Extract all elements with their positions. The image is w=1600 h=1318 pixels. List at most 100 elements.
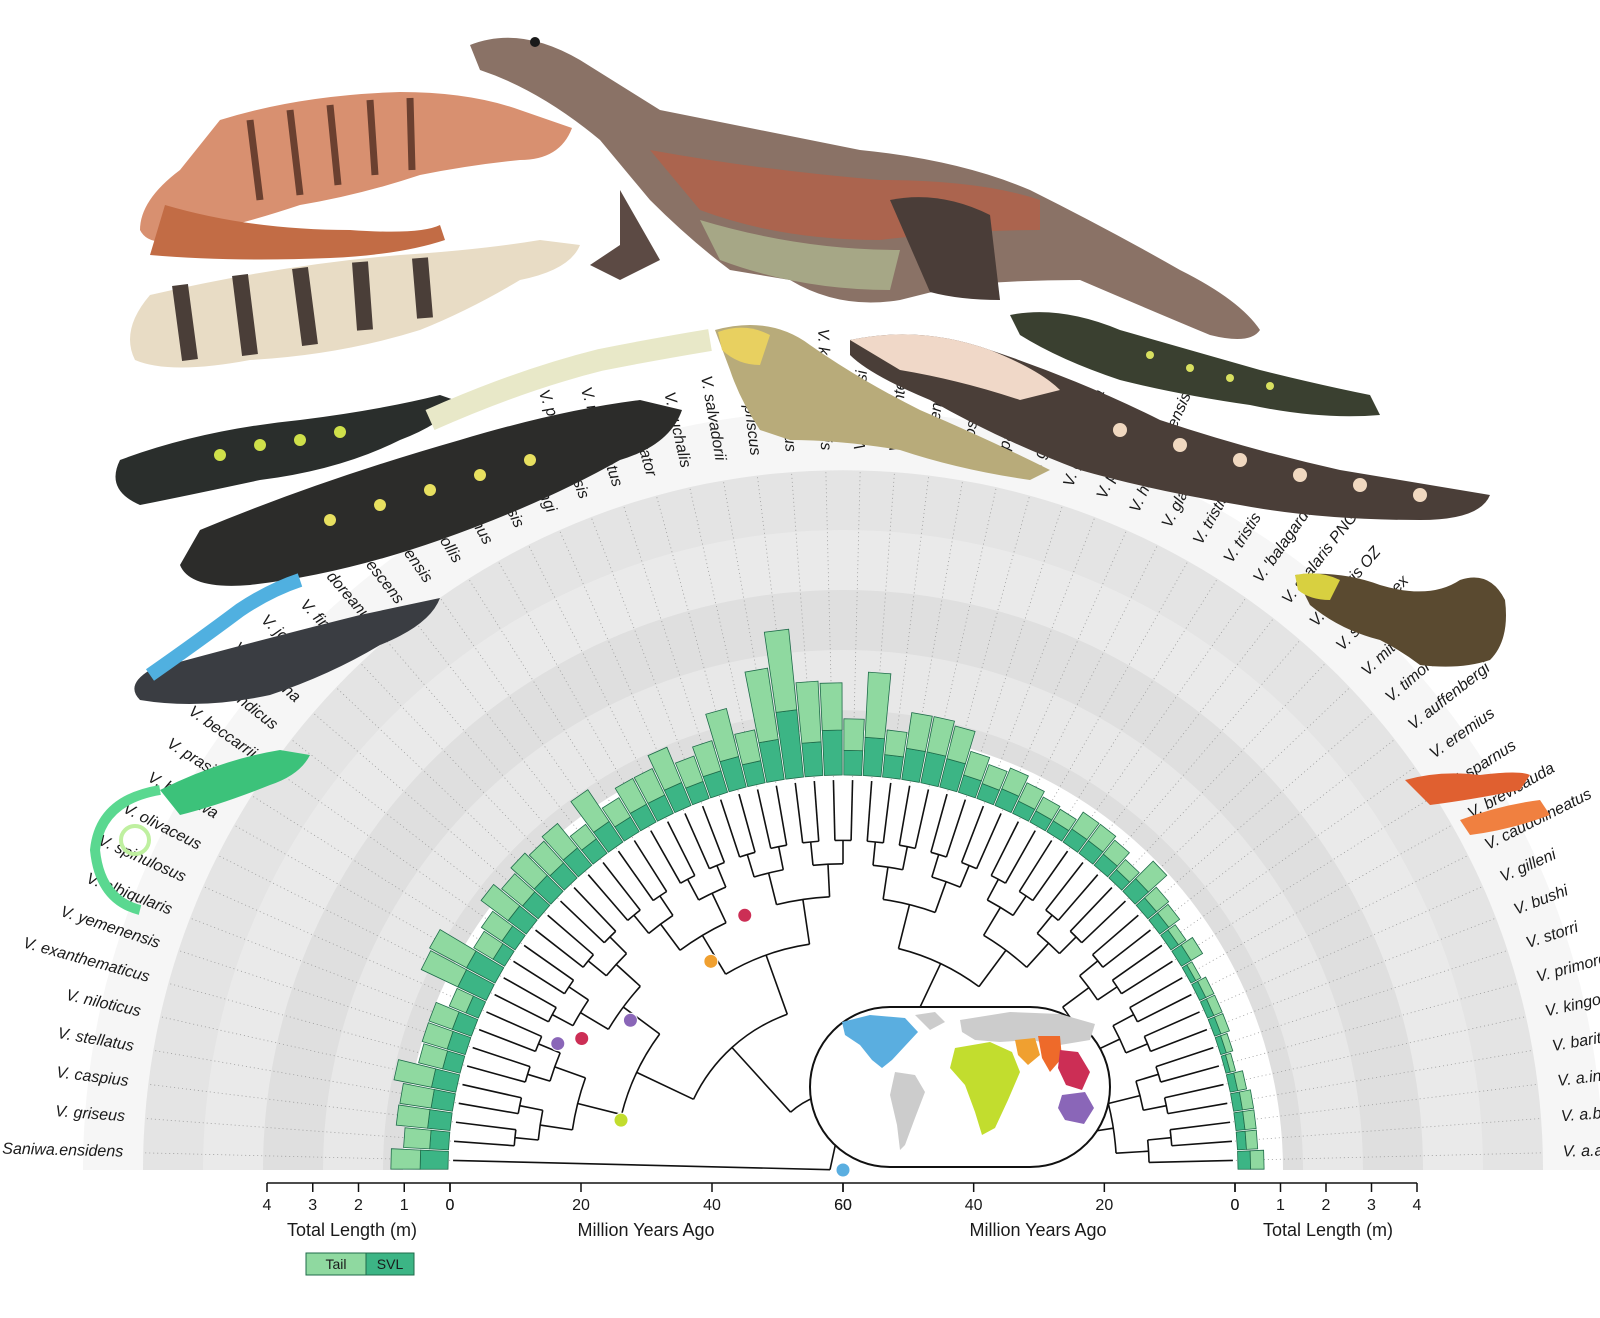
right-length-tick-label: 1	[1276, 1197, 1285, 1214]
branch	[716, 865, 727, 888]
tail-bar	[633, 768, 666, 804]
branch-arc	[930, 851, 947, 858]
tail-bar	[420, 950, 468, 988]
branch	[832, 780, 836, 841]
branch	[1062, 986, 1090, 1008]
branch	[636, 1071, 694, 1101]
branch	[1036, 914, 1053, 934]
guide-line	[1227, 1152, 1543, 1161]
tail-bar	[569, 823, 597, 851]
branch	[794, 782, 804, 843]
tail-bar	[1102, 839, 1130, 867]
branch-arc	[652, 890, 668, 902]
node-marker-australia	[550, 1036, 566, 1052]
branch	[1045, 862, 1084, 911]
branch-arc	[753, 868, 784, 878]
branch	[959, 865, 970, 888]
tail-bar	[946, 725, 976, 765]
branch	[1069, 886, 1113, 932]
branch	[684, 813, 711, 869]
tail-bar	[1205, 994, 1223, 1017]
species-label: V. griseus	[55, 1103, 126, 1125]
branch	[622, 1006, 661, 1035]
tail-bar	[1244, 1129, 1259, 1150]
left-time-tick-label: 20	[572, 1197, 590, 1214]
branch	[1129, 977, 1183, 1009]
branch	[767, 872, 778, 905]
branch	[1079, 960, 1099, 977]
branch	[777, 846, 785, 870]
tail-bar	[705, 707, 740, 763]
guide-line	[1048, 578, 1218, 845]
branch	[519, 1104, 543, 1112]
left-time-axis-title: Million Years Ago	[577, 1220, 714, 1240]
blue-tailed-monitor-illustration	[134, 573, 440, 704]
branch	[455, 1121, 516, 1131]
left-length-tick-label: 1	[400, 1197, 409, 1214]
length-bars	[390, 628, 1265, 1170]
node-marker-southeast_asia	[737, 907, 753, 923]
biogeography-map	[809, 1006, 1111, 1168]
branch-arc	[812, 863, 844, 867]
tail-bar	[674, 755, 704, 789]
middle-east-shape	[1015, 1038, 1040, 1065]
branch	[746, 854, 755, 878]
branch	[666, 821, 696, 876]
lace-monitor-illustration	[850, 334, 1490, 520]
branch	[650, 830, 682, 884]
guide-line	[1225, 1083, 1538, 1124]
branch-arc	[709, 861, 725, 870]
left-length-tick-label: 3	[308, 1197, 317, 1214]
node-marker-africa	[613, 1112, 629, 1128]
svl-bar	[430, 1089, 456, 1112]
phylogenetic-tree	[453, 780, 1233, 1171]
svl-bar	[801, 741, 824, 778]
branch-arc	[1045, 909, 1059, 922]
branch	[1125, 1043, 1148, 1054]
guide-line	[1015, 544, 1159, 827]
guide-line	[1194, 885, 1484, 1015]
guide-line	[1218, 1016, 1527, 1087]
branch	[1137, 993, 1192, 1023]
eurasia-shape	[960, 1012, 1095, 1045]
greenland-shape	[915, 1012, 945, 1030]
tail-bar	[403, 1127, 432, 1150]
outgroup-branch	[453, 1159, 831, 1171]
left-length-tick-label: 0	[446, 1197, 455, 1214]
branch	[617, 850, 654, 901]
tail-bar	[429, 928, 477, 969]
branch	[960, 805, 985, 863]
tail-bar	[1001, 767, 1029, 797]
branch	[579, 1011, 609, 1031]
branch	[587, 874, 629, 921]
branch-arc	[537, 1110, 544, 1141]
tail-bar	[390, 1148, 421, 1170]
tail-bar	[528, 840, 565, 877]
tail-bar	[905, 712, 933, 752]
tail-bar	[647, 746, 683, 791]
southeast-asia-shape	[1058, 1050, 1090, 1090]
perentie-illustration	[140, 92, 572, 260]
spotted-tree-monitor-illustration	[1010, 312, 1380, 417]
tail-bar	[819, 682, 843, 731]
branch-arc	[679, 921, 727, 951]
branch	[775, 785, 788, 846]
branch	[602, 862, 641, 911]
emerald-monitor-illustration	[89, 750, 310, 915]
branch	[882, 782, 892, 843]
right-time-axis-title: Million Years Ago	[969, 1220, 1106, 1240]
branch	[1026, 942, 1050, 968]
tail-bar	[1197, 976, 1215, 999]
tail-bar	[1035, 796, 1061, 821]
right-time-tick-label: 20	[1095, 1197, 1113, 1214]
tail-bar	[614, 777, 648, 814]
branch	[453, 1140, 515, 1147]
guide-line	[1134, 712, 1374, 919]
branch	[756, 789, 772, 849]
tail-bar	[926, 716, 955, 757]
legend-svl-swatch	[365, 1252, 415, 1276]
branch	[633, 840, 668, 892]
branch	[527, 1073, 551, 1082]
svl-bar	[862, 736, 886, 778]
